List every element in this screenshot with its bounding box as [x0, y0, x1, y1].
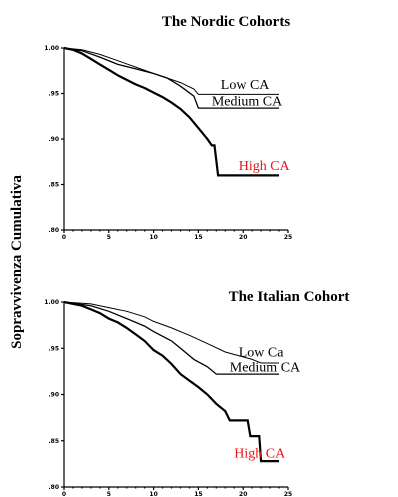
- nordic-cohorts-panel: The Nordic Cohorts 0 5 10 15 20 25 1.00 .95 .90 .8…: [44, 14, 292, 241]
- italian-label-high-ca: High CA: [234, 446, 286, 461]
- nordic-y-tick-label: .90: [48, 136, 59, 143]
- nordic-label-low-ca: Low CA: [221, 78, 270, 93]
- italian-y-tick-label: .85: [48, 438, 59, 445]
- nordic-x-tick-label: 0: [62, 234, 66, 241]
- italian-x-tick-label: 15: [194, 491, 202, 497]
- italian-y-tick-label: .80: [48, 484, 59, 491]
- nordic-x-tick-label: 25: [284, 234, 292, 241]
- nordic-y-tick-label: .80: [48, 227, 59, 234]
- italian-x-tick-label: 25: [284, 491, 292, 497]
- nordic-x-tick-label: 5: [107, 234, 111, 241]
- italian-label-medium-ca: Medium CA: [230, 360, 301, 375]
- italian-cohort-panel: The Italian Cohort 0 5 10 15 20 25 1.00 .95 .90 .8…: [44, 289, 349, 497]
- italian-x-tick-label: 5: [107, 491, 111, 497]
- italian-x-tick-label: 0: [62, 491, 66, 497]
- italian-x-tick-label: 10: [149, 491, 157, 497]
- nordic-x-tick-label: 15: [194, 234, 202, 241]
- italian-chart-title: The Italian Cohort: [229, 289, 350, 305]
- italian-y-tick-label: .90: [48, 392, 59, 399]
- nordic-series-high-ca-line: [63, 46, 279, 177]
- italian-series-high-ca-line: [63, 300, 279, 463]
- nordic-chart-title: The Nordic Cohorts: [162, 14, 290, 30]
- nordic-series-medium-ca-line: [63, 47, 279, 109]
- nordic-y-tick-label: 1.00: [44, 45, 59, 52]
- nordic-label-high-ca: High CA: [239, 159, 291, 174]
- italian-series-medium-ca-line: [63, 301, 279, 375]
- italian-series-low-ca-line: [63, 301, 279, 364]
- nordic-x-tick-label: 10: [149, 234, 157, 241]
- italian-y-tick-label: .95: [48, 345, 59, 352]
- nordic-x-tick-label: 20: [239, 234, 247, 241]
- italian-x-tick-label: 20: [239, 491, 247, 497]
- y-axis-label: Sopravvivenza Cumulativa: [9, 175, 25, 349]
- italian-label-low-ca: Low Ca: [239, 346, 285, 361]
- italian-y-tick-label: 1.00: [44, 299, 59, 306]
- nordic-y-tick-label: .85: [48, 182, 59, 189]
- nordic-label-medium-ca: Medium CA: [212, 94, 283, 109]
- nordic-y-tick-label: .95: [48, 91, 59, 98]
